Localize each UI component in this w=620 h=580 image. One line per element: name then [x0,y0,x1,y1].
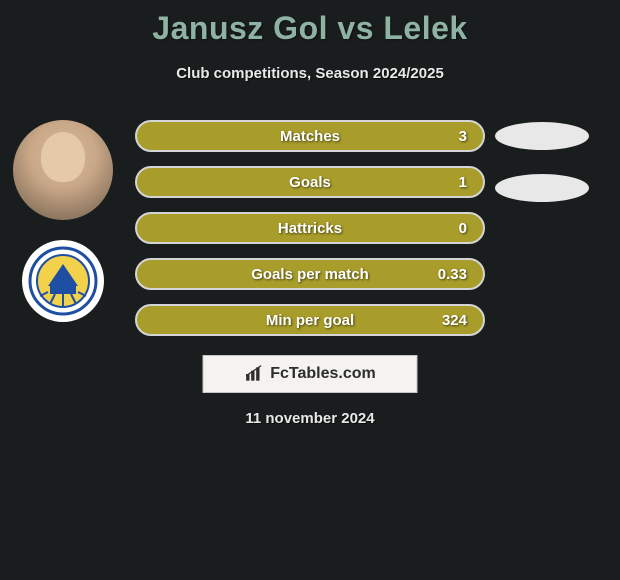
brand-label: FcTables.com [270,365,376,383]
stat-bar-hattricks: Hattricks 0 [135,212,485,244]
compare-ellipse [495,122,589,150]
page-title: Janusz Gol vs Lelek [0,0,620,47]
stat-value: 0.33 [438,266,467,283]
stat-bar-min-per-goal: Min per goal 324 [135,304,485,336]
stat-label: Matches [280,128,340,145]
stat-bar-matches: Matches 3 [135,120,485,152]
stat-label: Goals [289,174,331,191]
left-column [8,120,118,322]
player-avatar [13,120,113,220]
club-crest-icon [28,246,98,316]
stat-value: 3 [459,128,467,145]
generated-date: 11 november 2024 [0,410,620,427]
stat-label: Min per goal [266,312,354,329]
stat-bar-goals: Goals 1 [135,166,485,198]
stat-value: 324 [442,312,467,329]
brand-badge[interactable]: FcTables.com [203,355,418,393]
right-ellipse-column [495,122,605,226]
bar-chart-icon [244,365,264,383]
season-subtitle: Club competitions, Season 2024/2025 [0,65,620,82]
stats-bars: Matches 3 Goals 1 Hattricks 0 Goals per … [135,120,485,350]
stat-label: Goals per match [251,266,369,283]
stat-value: 0 [459,220,467,237]
stat-value: 1 [459,174,467,191]
stat-label: Hattricks [278,220,342,237]
club-badge [22,240,104,322]
stat-bar-goals-per-match: Goals per match 0.33 [135,258,485,290]
compare-ellipse [495,174,589,202]
